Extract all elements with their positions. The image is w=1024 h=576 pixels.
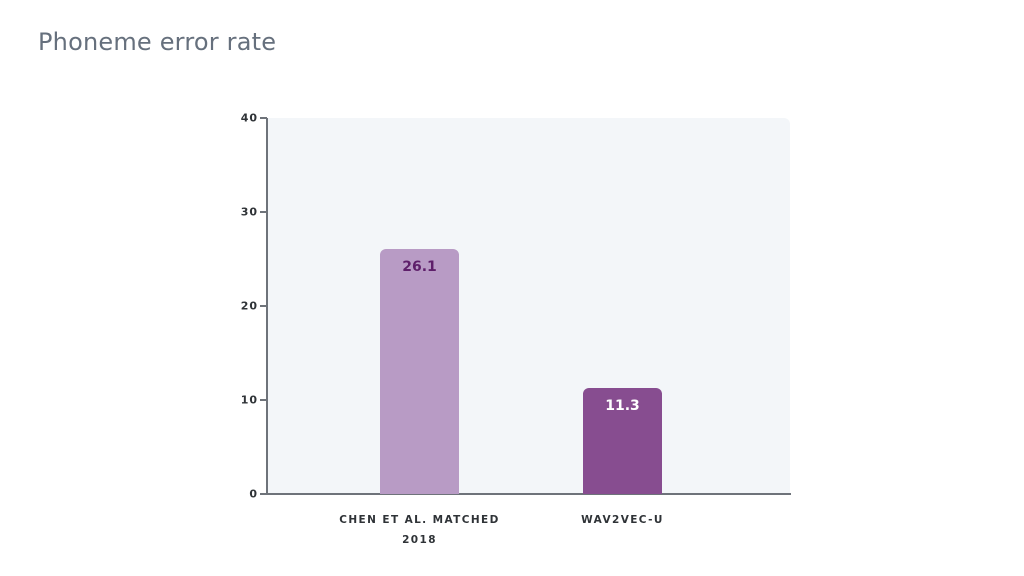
y-tick [260, 399, 267, 401]
y-tick [260, 493, 267, 495]
bar-wav2vec-u: 11.3 [583, 387, 662, 494]
x-category-label-wav2vec: WAV2VEC-U [523, 510, 723, 530]
y-tick-label: 30 [240, 205, 258, 219]
y-tick-label: 20 [240, 299, 258, 313]
y-tick-label: 10 [240, 393, 258, 407]
y-tick [260, 117, 267, 119]
plot-area [267, 118, 790, 494]
category-line: CHEN ET AL. MATCHED [339, 514, 500, 526]
y-axis-line [266, 118, 268, 495]
bar-value-label: 11.3 [605, 397, 640, 414]
bar-chen-et-al: 26.1 [380, 248, 459, 494]
category-line: 2018 [402, 534, 437, 546]
x-category-label-chen: CHEN ET AL. MATCHED 2018 [320, 510, 520, 550]
y-tick [260, 211, 267, 213]
y-tick [260, 305, 267, 307]
category-line: WAV2VEC-U [581, 514, 664, 526]
y-tick-label: 0 [249, 487, 258, 501]
x-axis-line [266, 493, 791, 495]
y-tick-label: 40 [240, 111, 258, 125]
bar-value-label: 26.1 [402, 258, 437, 275]
chart-title: Phoneme error rate [38, 28, 277, 56]
